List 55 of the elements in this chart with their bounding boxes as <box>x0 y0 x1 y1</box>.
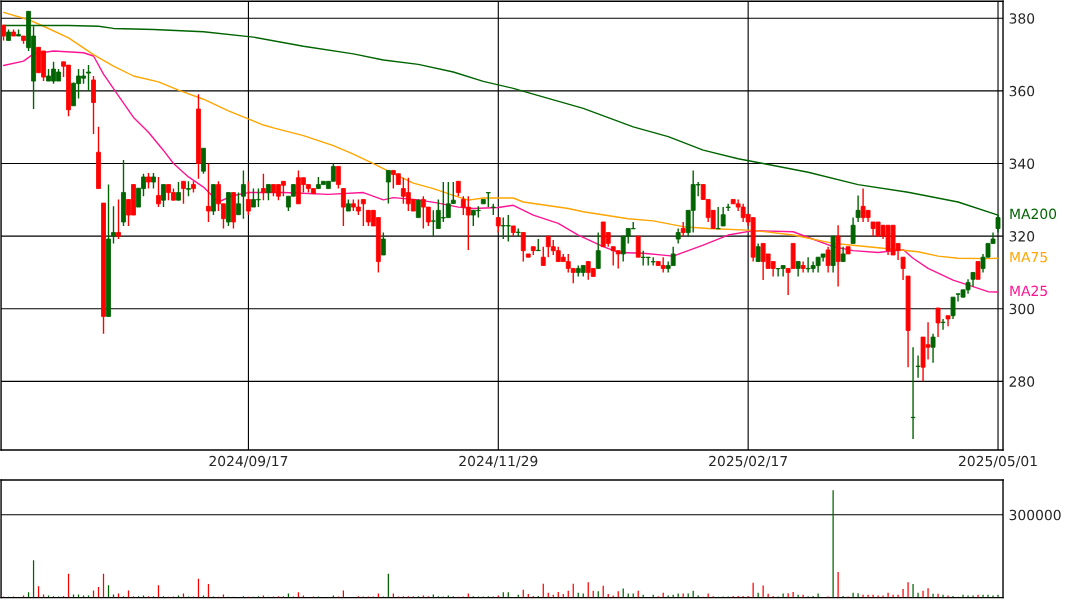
candlestick <box>116 198 121 240</box>
candlestick <box>850 216 856 245</box>
candlestick <box>635 235 641 258</box>
candlestick <box>246 180 251 216</box>
candlestick <box>91 75 96 135</box>
candlestick <box>86 64 91 92</box>
candlestick <box>505 214 511 243</box>
candlestick <box>181 180 186 205</box>
candlestick <box>540 245 546 267</box>
candlestick <box>465 195 471 251</box>
series-label: MA25 <box>1010 285 1047 297</box>
candlestick <box>595 231 601 270</box>
candlestick <box>720 206 726 227</box>
candlestick <box>335 165 341 190</box>
candlestick <box>940 318 946 331</box>
y-tick-label: 300 <box>1009 303 1035 315</box>
candlestick <box>206 162 211 223</box>
y-tick-label: 360 <box>1009 85 1035 97</box>
candlestick <box>715 206 721 230</box>
y-tick-label: 380 <box>1009 13 1035 24</box>
y-tick-label: 340 <box>1009 158 1035 169</box>
candlestick <box>385 169 391 205</box>
candlestick <box>176 181 181 201</box>
y-tick-label: 280 <box>1009 376 1035 387</box>
candlestick <box>930 333 936 364</box>
x-tick-label: 2024/09/17 <box>209 455 288 468</box>
candlestick <box>950 296 956 320</box>
candlestick <box>161 183 166 208</box>
y-tick-label: 320 <box>1009 231 1035 242</box>
line-series <box>2 11 999 260</box>
candlestick <box>520 231 526 263</box>
series-label: MA75 <box>1010 251 1047 263</box>
candlestick <box>680 221 686 237</box>
y-tick-label: 300000 <box>1009 509 1061 521</box>
candlestick <box>201 147 206 175</box>
candlestick <box>241 169 246 220</box>
x-tick-label: 2025/02/17 <box>709 455 787 468</box>
candlestick <box>670 245 676 267</box>
series-label: MA200 <box>1010 208 1057 220</box>
candlestick <box>725 203 731 212</box>
candlestick <box>855 194 861 223</box>
candlestick <box>111 205 116 245</box>
candlestick <box>825 245 831 274</box>
candlestick <box>156 176 161 208</box>
candlestick <box>415 198 421 219</box>
candlestick <box>380 231 386 256</box>
candlestick <box>261 172 266 201</box>
line-series <box>2 50 999 293</box>
candlestick <box>935 307 941 338</box>
candlestick <box>910 346 916 440</box>
x-tick-label: 2024/11/29 <box>459 455 538 468</box>
x-tick-label: 2025/05/01 <box>959 455 1037 468</box>
candlestick <box>360 198 366 227</box>
candlestick <box>340 187 346 227</box>
candlestick <box>236 191 241 216</box>
